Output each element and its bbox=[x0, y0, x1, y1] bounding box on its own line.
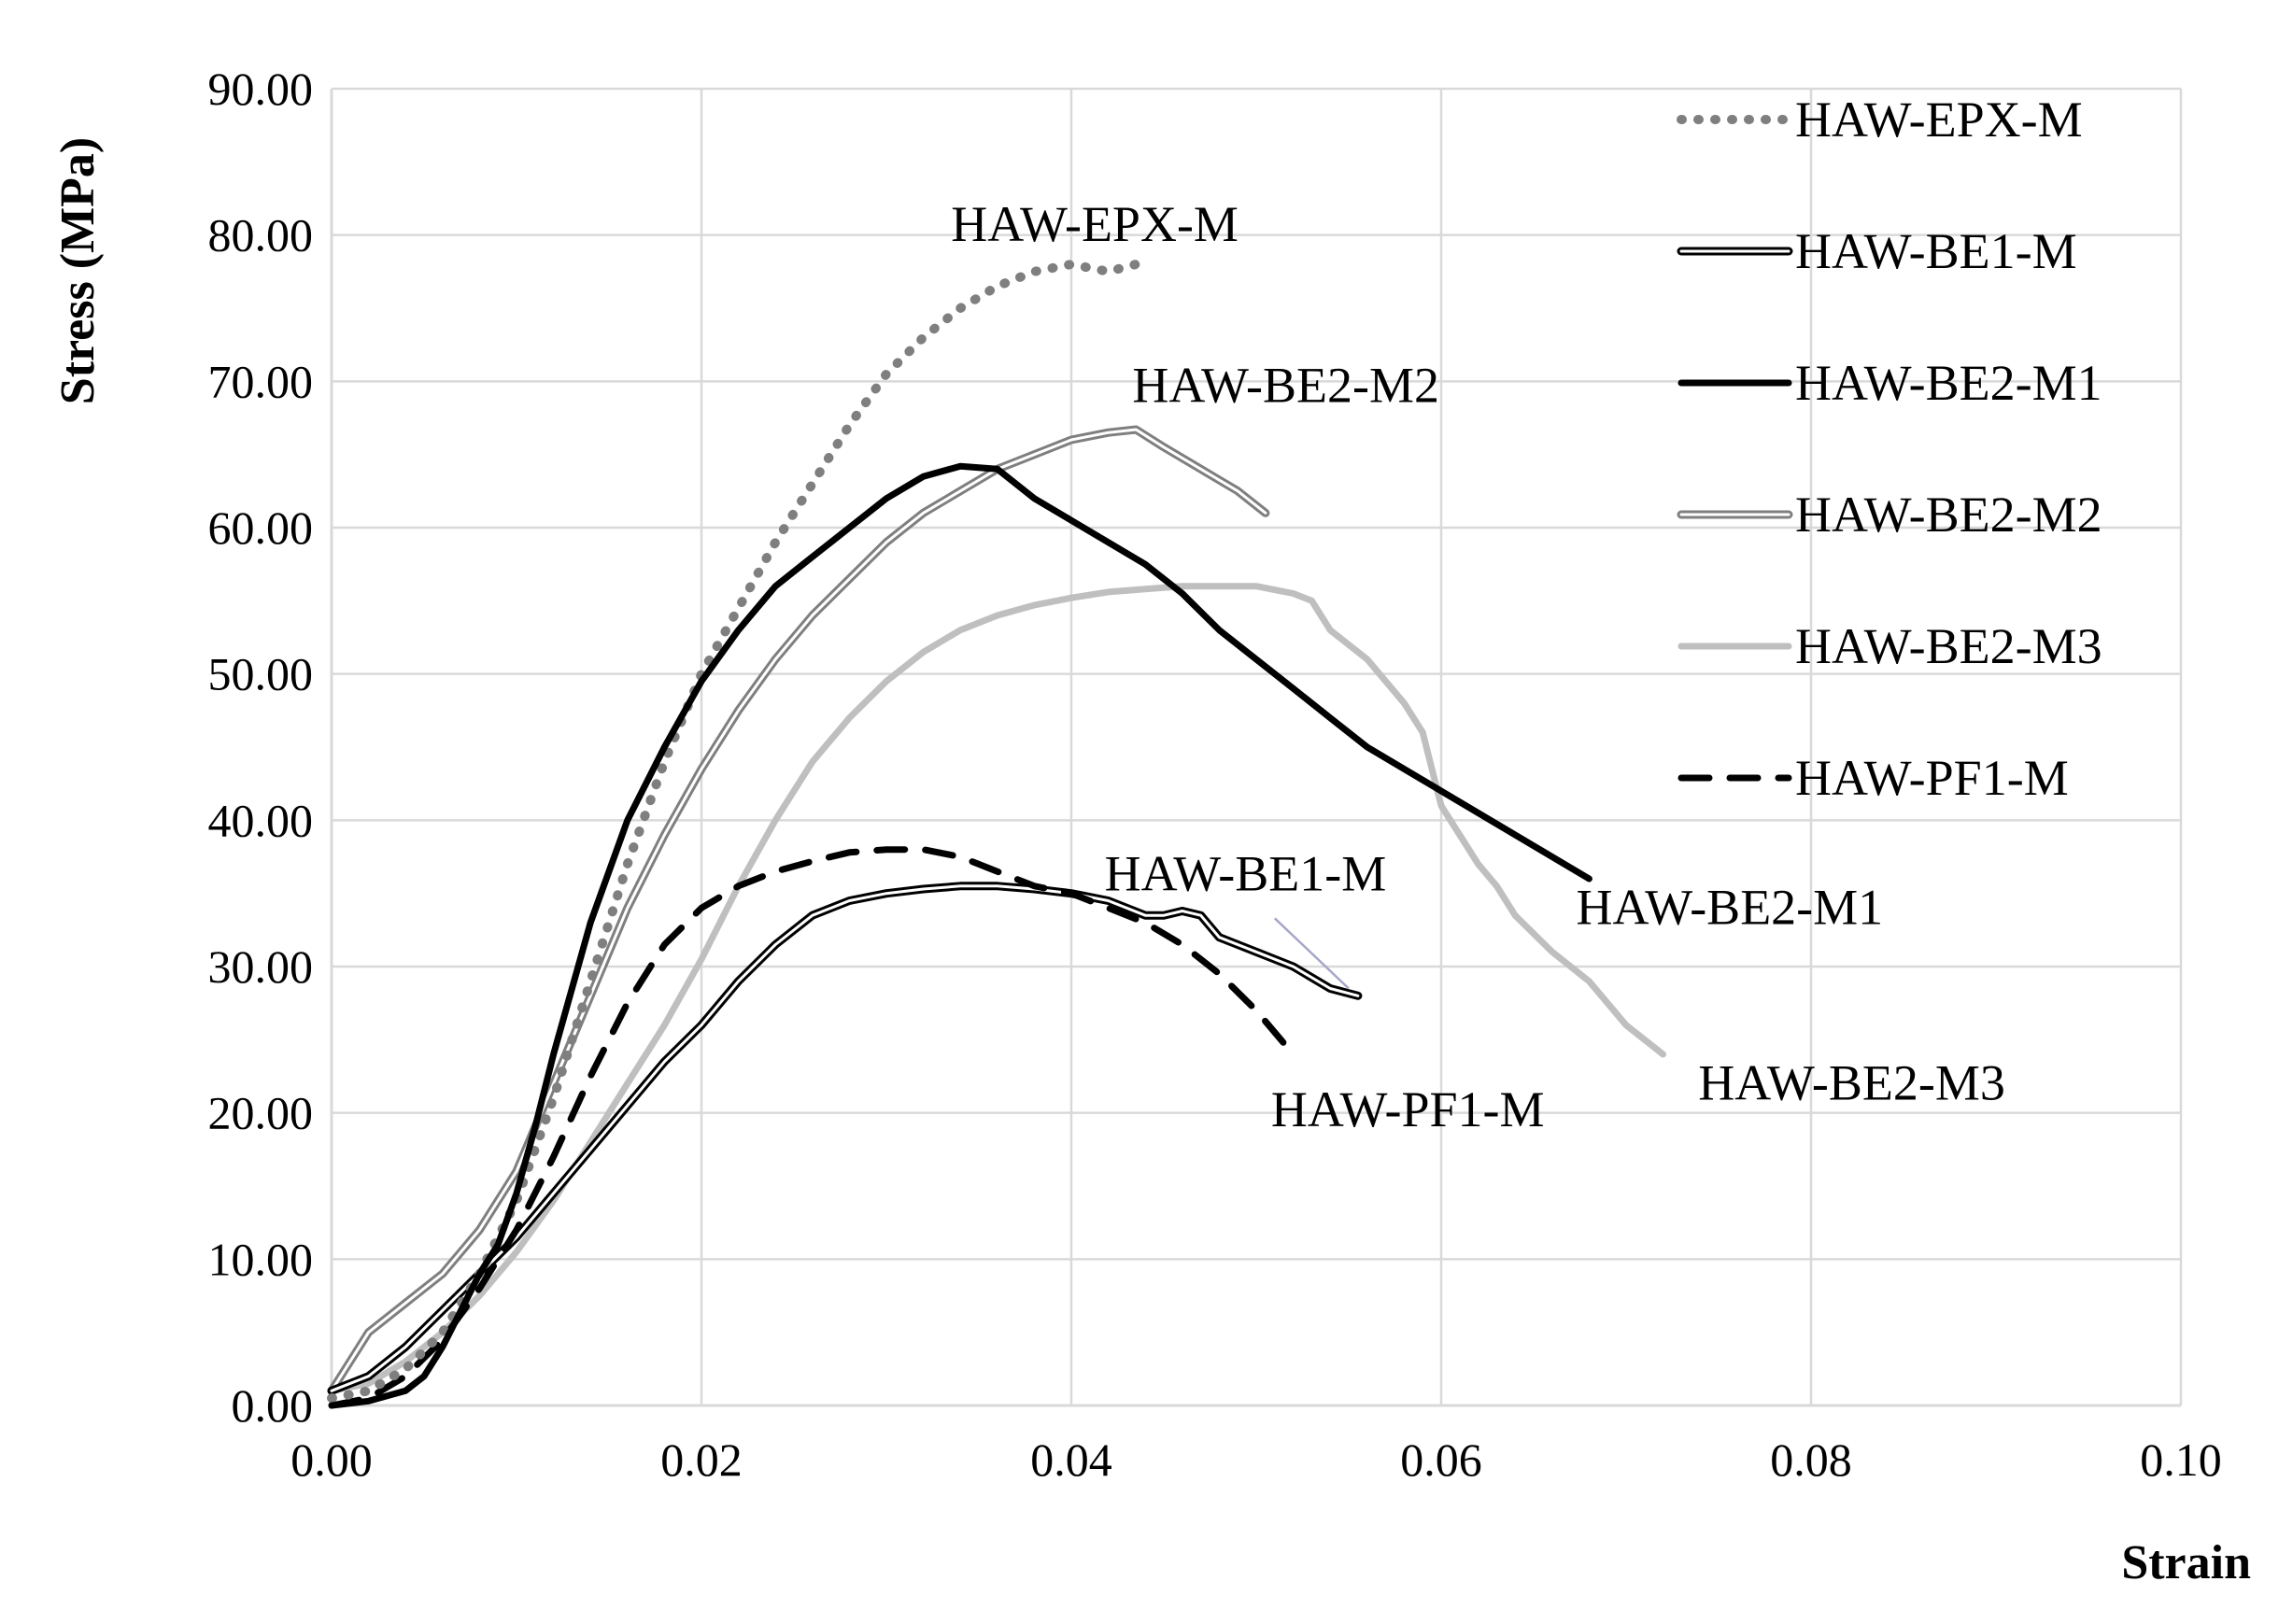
axes bbox=[330, 89, 2181, 1407]
tick-labels: 0.00 10.00 20.00 30.00 40.00 50.00 60.00 70.00 8… bbox=[208, 63, 2222, 1486]
annotation-haw-pf1-m: HAW-PF1-M bbox=[1271, 1081, 1545, 1137]
y-tick-label: 30.00 bbox=[208, 940, 314, 993]
series-line-haw-be2-m1 bbox=[328, 462, 1592, 1409]
y-tick-label: 10.00 bbox=[208, 1233, 314, 1285]
legend-item-haw-pf1-m: HAW-PF1-M bbox=[1677, 750, 2069, 806]
series-inner-haw-be2-m2 bbox=[330, 428, 1267, 1392]
y-tick-label: 50.00 bbox=[208, 648, 314, 700]
annotation-haw-be1-m: HAW-BE1-M bbox=[1105, 846, 1387, 902]
gridlines bbox=[332, 87, 2183, 1405]
legend-label: HAW-BE2-M3 bbox=[1795, 618, 2102, 674]
y-tick-label: 80.00 bbox=[208, 209, 314, 261]
annotations: HAW-EPX-M HAW-BE2-M2 HAW-BE1-M HAW-BE2-M1 HA… bbox=[951, 196, 2005, 1137]
annotation-haw-be2-m1: HAW-BE2-M1 bbox=[1577, 880, 1884, 936]
series-lines bbox=[327, 260, 1667, 1409]
x-axis-title: Strain bbox=[2121, 1536, 2251, 1589]
legend: HAW-EPX-M HAW-BE1-M HAW-BE2-M1 HAW-BE2-M2 HA… bbox=[1677, 92, 2102, 806]
x-tick-label: 0.00 bbox=[290, 1433, 373, 1486]
x-tick-label: 0.08 bbox=[1770, 1433, 1852, 1486]
annotation-haw-be2-m2: HAW-BE2-M2 bbox=[1132, 357, 1439, 413]
annotation-haw-be2-m3: HAW-BE2-M3 bbox=[1698, 1055, 2005, 1111]
y-tick-label: 70.00 bbox=[208, 355, 314, 407]
annotation-haw-epx-m: HAW-EPX-M bbox=[951, 196, 1239, 252]
series-line-haw-epx-m bbox=[327, 260, 1141, 1404]
x-tick-label: 0.02 bbox=[660, 1433, 743, 1486]
legend-label: HAW-EPX-M bbox=[1795, 92, 2083, 148]
series-line-haw-be2-m3 bbox=[328, 583, 1667, 1394]
be1-annotation-leader bbox=[1273, 917, 1350, 990]
legend-label: HAW-BE2-M2 bbox=[1795, 487, 2102, 543]
y-axis-title: Stress (MPa) bbox=[51, 137, 105, 404]
y-tick-label: 20.00 bbox=[208, 1087, 314, 1139]
y-tick-label: 40.00 bbox=[208, 794, 314, 846]
legend-label: HAW-PF1-M bbox=[1795, 750, 2069, 806]
legend-item-haw-be2-m2: HAW-BE2-M2 bbox=[1677, 487, 2102, 543]
series-inner-haw-be1-m bbox=[330, 884, 1360, 1392]
legend-label: HAW-BE2-M1 bbox=[1795, 355, 2102, 411]
x-tick-label: 0.04 bbox=[1030, 1433, 1112, 1486]
legend-item-haw-be2-m1: HAW-BE2-M1 bbox=[1677, 355, 2102, 411]
legend-label: HAW-BE1-M bbox=[1795, 223, 2077, 279]
x-tick-label: 0.10 bbox=[2140, 1433, 2222, 1486]
legend-item-haw-epx-m: HAW-EPX-M bbox=[1677, 92, 2083, 148]
y-tick-label: 0.00 bbox=[232, 1379, 314, 1432]
y-tick-label: 90.00 bbox=[208, 63, 314, 115]
series-line-haw-pf1-m bbox=[328, 846, 1297, 1409]
y-tick-label: 60.00 bbox=[208, 501, 314, 554]
legend-item-haw-be1-m: HAW-BE1-M bbox=[1677, 223, 2077, 279]
x-tick-label: 0.06 bbox=[1400, 1433, 1482, 1486]
legend-item-haw-be2-m3: HAW-BE2-M3 bbox=[1677, 618, 2102, 674]
